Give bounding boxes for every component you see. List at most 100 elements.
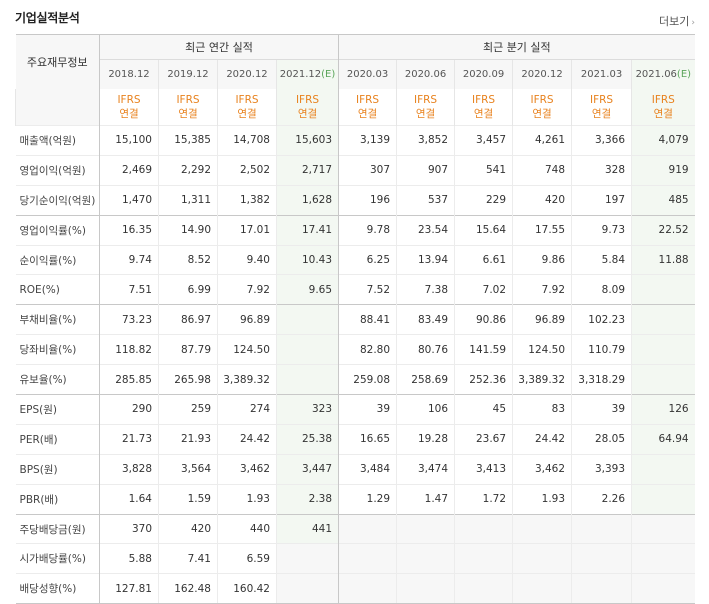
table-cell — [512, 513, 572, 544]
table-row: ROE(%) 7.51 6.99 7.92 9.65 7.52 7.38 7.02 7.92 8.… — [15, 274, 695, 305]
table-cell: 3,413 — [454, 453, 513, 485]
table-cell: 45 — [454, 394, 513, 425]
table-cell: 17.01 — [217, 214, 277, 246]
table-cell: 265.98 — [158, 364, 218, 395]
table-cell: 39 — [571, 394, 632, 425]
row-label: 영업이익률(%) — [15, 214, 100, 246]
table-cell: 8.52 — [158, 244, 218, 275]
label-column-header: 주요재무정보 — [15, 34, 100, 89]
table-cell: 162.48 — [158, 573, 218, 604]
table-cell: 3,389.32 — [512, 364, 572, 395]
period-header: 2020.12 — [217, 59, 277, 89]
table-cell: 7.92 — [217, 274, 277, 305]
period-label: 2020.12 — [521, 69, 563, 80]
table-cell: 106 — [396, 394, 455, 425]
accounting-standard: IFRS 연결 — [454, 89, 513, 126]
table-cell — [338, 573, 397, 604]
table-cell: 6.25 — [338, 244, 397, 275]
table-cell: 64.94 — [631, 423, 695, 455]
table-cell — [396, 573, 455, 604]
row-label: 시가배당률(%) — [15, 543, 100, 574]
table-cell: 7.52 — [338, 274, 397, 305]
more-link[interactable]: 더보기 › — [659, 13, 695, 29]
table-cell: 15,100 — [99, 125, 159, 156]
table-cell: 160.42 — [217, 573, 277, 604]
table-cell — [396, 513, 455, 544]
table-cell: 11.88 — [631, 244, 695, 275]
table-cell: 102.23 — [571, 304, 632, 335]
table-cell: 9.65 — [275, 274, 339, 305]
table-cell: 87.79 — [158, 334, 218, 365]
accounting-standard: IFRS 연결 — [631, 89, 695, 126]
table-cell: 2,502 — [217, 154, 277, 186]
table-cell: 17.55 — [512, 214, 572, 246]
period-header: 2019.12 — [158, 59, 218, 89]
table-cell: 15,385 — [158, 125, 218, 156]
accounting-standard: IFRS 연결 — [158, 89, 218, 126]
row-label: PBR(배) — [15, 483, 100, 515]
table-cell: 5.84 — [571, 244, 632, 275]
period-header: 2021.06(E) — [631, 59, 695, 89]
row-label: 주당배당금(원) — [15, 513, 100, 544]
standard-ifrs: IFRS — [471, 94, 496, 106]
table-cell — [512, 573, 572, 604]
table-cell: 7.02 — [454, 274, 513, 305]
table-cell: 3,474 — [396, 453, 455, 485]
standard-consolidated: 연결 — [591, 108, 612, 120]
table-cell: 323 — [275, 394, 339, 425]
table-cell: 80.76 — [396, 334, 455, 365]
table-cell: 1.72 — [454, 483, 513, 515]
table-cell: 25.38 — [275, 423, 339, 455]
standard-consolidated: 연결 — [415, 108, 436, 120]
table-cell: 6.61 — [454, 244, 513, 275]
period-label: 2021.06 — [635, 69, 677, 80]
table-cell: 96.89 — [512, 304, 572, 335]
table-cell: 7.92 — [512, 274, 572, 305]
table-cell: 90.86 — [454, 304, 513, 335]
table-cell: 1.59 — [158, 483, 218, 515]
table-row: 순이익률(%) 9.74 8.52 9.40 10.43 6.25 13.94 6.61 9.8… — [15, 244, 695, 275]
standard-ifrs: IFRS — [355, 94, 380, 106]
table-cell: 1.93 — [512, 483, 572, 515]
table-cell: 3,457 — [454, 125, 513, 156]
standard-consolidated: 연결 — [473, 108, 494, 120]
table-cell: 82.80 — [338, 334, 397, 365]
period-header: 2020.09 — [454, 59, 513, 89]
table-cell — [571, 513, 632, 544]
chevron-right-icon: › — [691, 18, 695, 28]
table-cell: 5.88 — [99, 543, 159, 574]
table-cell — [631, 304, 695, 335]
table-cell: 420 — [158, 513, 218, 544]
table-cell: 3,366 — [571, 125, 632, 156]
table-cell: 9.86 — [512, 244, 572, 275]
standard-ifrs: IFRS — [295, 94, 320, 106]
table-cell: 1.93 — [217, 483, 277, 515]
table-cell — [631, 483, 695, 515]
period-label: 2020.03 — [346, 69, 389, 80]
table-cell: 24.42 — [217, 423, 277, 455]
table-cell — [275, 573, 339, 604]
section-title: 기업실적분석 — [15, 11, 80, 25]
table-row: 영업이익률(%) 16.35 14.90 17.01 17.41 9.78 23.54 15.… — [15, 214, 695, 246]
table-cell: 1,628 — [275, 184, 339, 216]
table-cell — [275, 364, 339, 395]
table-cell: 1,311 — [158, 184, 218, 216]
quarter-group-header: 최근 분기 실적 — [338, 34, 695, 60]
standard-consolidated: 연결 — [178, 108, 198, 120]
table-cell: 16.35 — [99, 214, 159, 246]
table-cell: 141.59 — [454, 334, 513, 365]
table-cell — [512, 543, 572, 574]
row-label: EPS(원) — [15, 394, 100, 425]
accounting-standard: IFRS 연결 — [571, 89, 632, 126]
table-cell: 21.93 — [158, 423, 218, 455]
period-label: 2020.06 — [404, 69, 447, 80]
standard-consolidated: 연결 — [119, 108, 139, 120]
standard-consolidated: 연결 — [357, 108, 378, 120]
standard-ifrs: IFRS — [117, 94, 141, 106]
table-cell: 3,447 — [275, 453, 339, 485]
table-cell: 285.85 — [99, 364, 159, 395]
table-cell: 4,261 — [512, 125, 572, 156]
table-cell: 3,484 — [338, 453, 397, 485]
accounting-standard: IFRS 연결 — [99, 89, 159, 126]
table-cell: 919 — [631, 154, 695, 186]
